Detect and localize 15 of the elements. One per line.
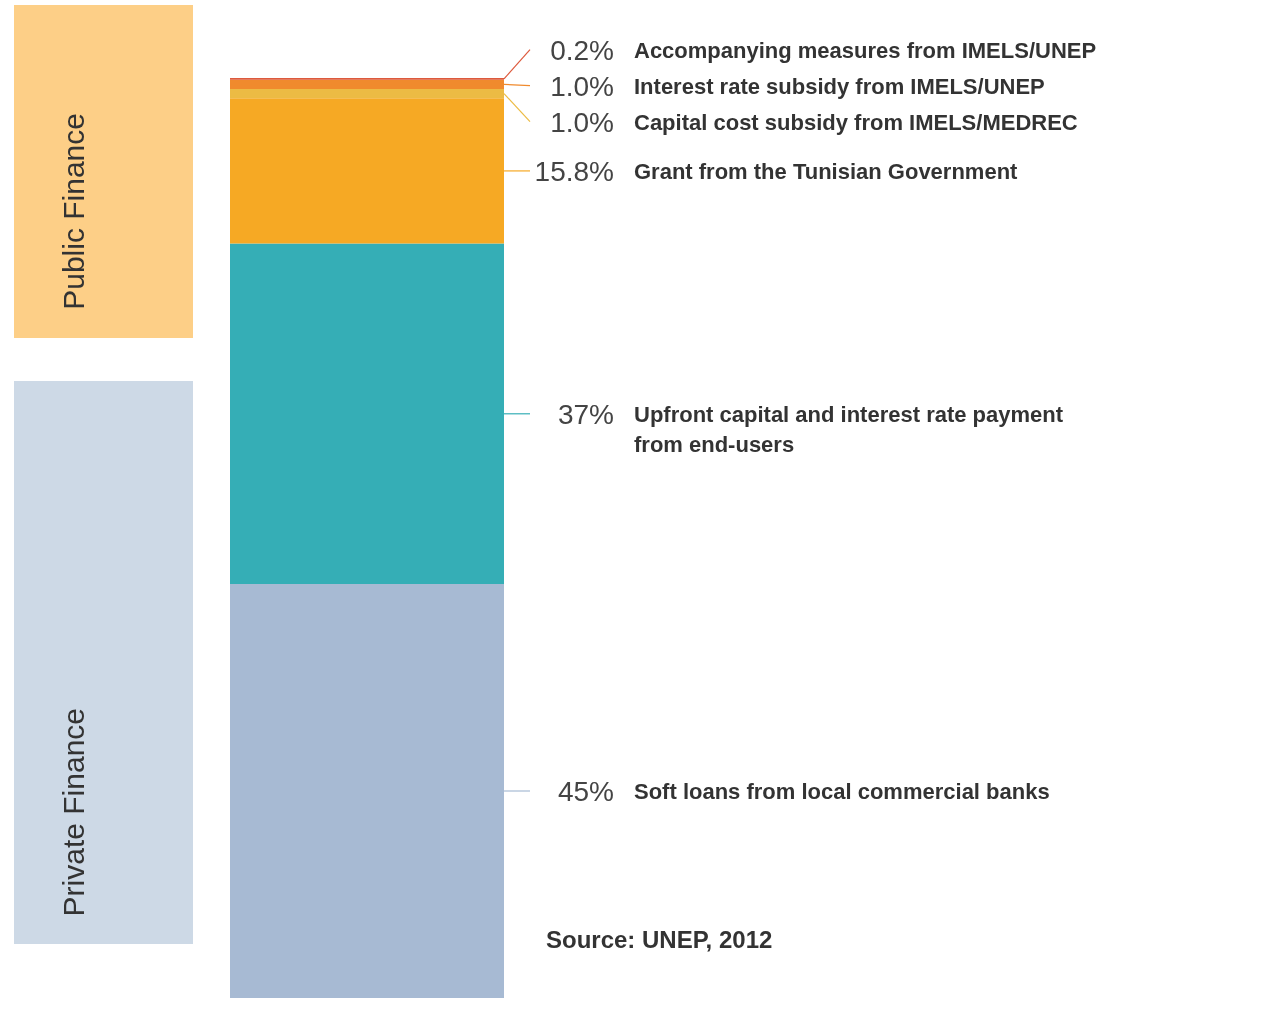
text: Interest rate subsidy from IMELS/UNEP <box>634 73 1045 99</box>
data-label: 1.0% <box>550 70 614 102</box>
text: Public Finance <box>56 113 91 310</box>
text: Accompanying measures from IMELS/UNEP <box>634 37 1097 63</box>
data-label: 15.8% <box>534 155 614 187</box>
text: Private Finance <box>56 707 91 916</box>
text: Grant from the Tunisian Government <box>634 158 1019 184</box>
data-label: 37% <box>557 398 614 430</box>
data-label: 1.0% <box>550 106 614 138</box>
text: Capital cost subsidy from IMELS/MEDREC <box>634 109 1078 135</box>
text: Soft loans from local commercial banks <box>634 779 1050 804</box>
text: Upfront capital and interest rate payment from end-users <box>634 401 1064 457</box>
data-label: 0.2% <box>550 34 614 66</box>
data-label: 45% <box>557 776 614 807</box>
source-note: Source: UNEP, 2012 <box>546 926 773 954</box>
